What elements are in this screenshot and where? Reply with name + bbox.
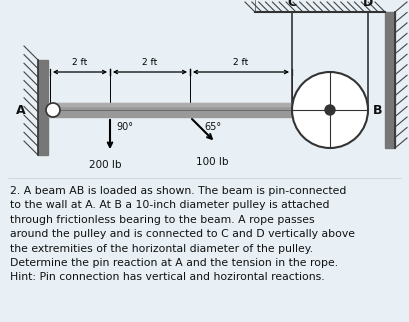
Text: 2 ft: 2 ft [72,58,88,67]
Bar [385,12,395,148]
Bar [48,103,320,117]
Text: C: C [288,0,297,9]
Text: B: B [373,103,382,117]
Text: 2 ft: 2 ft [142,58,157,67]
Text: 2 ft: 2 ft [234,58,249,67]
Text: 2. A beam AB is loaded as shown. The beam is pin-connected
to the wall at A. At : 2. A beam AB is loaded as shown. The bea… [10,186,355,282]
Text: A: A [16,103,26,117]
Bar [48,103,320,106]
Text: D: D [363,0,373,9]
Bar [38,60,48,155]
Circle shape [46,103,60,117]
Text: 65°: 65° [204,122,221,132]
Text: 90°: 90° [116,122,133,132]
Text: 100 lb: 100 lb [196,157,228,167]
Circle shape [325,105,335,115]
Text: 200 lb: 200 lb [89,160,121,170]
Circle shape [292,72,368,148]
